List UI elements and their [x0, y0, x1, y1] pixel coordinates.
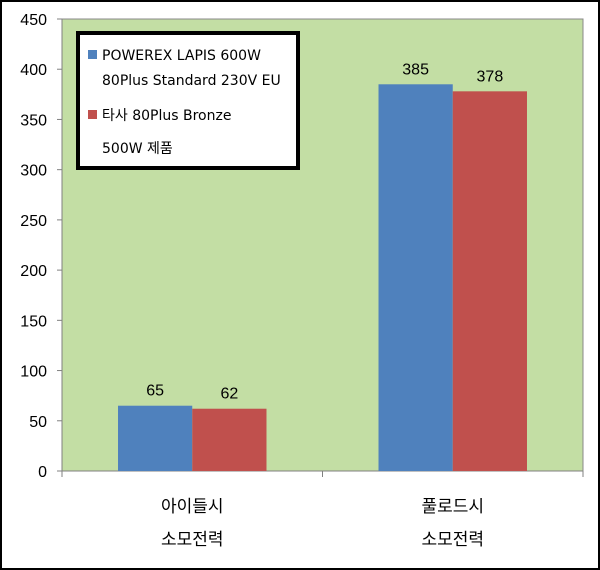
bars [118, 84, 527, 472]
bar [452, 91, 527, 471]
x-category-label: 풀로드시 [421, 497, 484, 517]
y-tick-label: 200 [20, 263, 47, 280]
legend-label: 500W 제품 [102, 141, 173, 157]
y-tick-label: 450 [20, 12, 47, 29]
y-tick-label: 350 [20, 112, 47, 129]
legend: POWEREX LAPIS 600W 80Plus Standard 230V E… [76, 31, 300, 170]
x-category-label: 아이들시 [161, 497, 224, 517]
y-tick-label: 150 [20, 313, 47, 330]
legend-label: POWEREX LAPIS 600W [102, 48, 261, 64]
data-labels: 65 62 385 378 [146, 61, 503, 402]
y-tick-label: 50 [29, 414, 47, 431]
legend-label: 80Plus Standard 230V EU [102, 73, 281, 89]
x-category-label: 소모전력 [421, 530, 484, 550]
y-tick-label: 400 [20, 62, 47, 79]
bar [378, 84, 453, 472]
data-label: 385 [402, 61, 429, 78]
legend-swatch [88, 110, 97, 119]
legend-label: 타사 80Plus Bronze [102, 108, 231, 124]
bar [118, 405, 193, 471]
legend-swatch [88, 50, 97, 59]
data-label: 65 [146, 383, 164, 400]
data-label: 62 [220, 386, 238, 403]
x-category-label: 소모전력 [161, 530, 224, 550]
legend-box [76, 31, 300, 170]
y-tick-label: 300 [20, 163, 47, 180]
bar [192, 408, 267, 471]
y-tick-label: 0 [38, 464, 47, 481]
y-tick-label: 250 [20, 213, 47, 230]
y-tick-label: 100 [20, 364, 47, 381]
data-label: 378 [477, 68, 504, 85]
